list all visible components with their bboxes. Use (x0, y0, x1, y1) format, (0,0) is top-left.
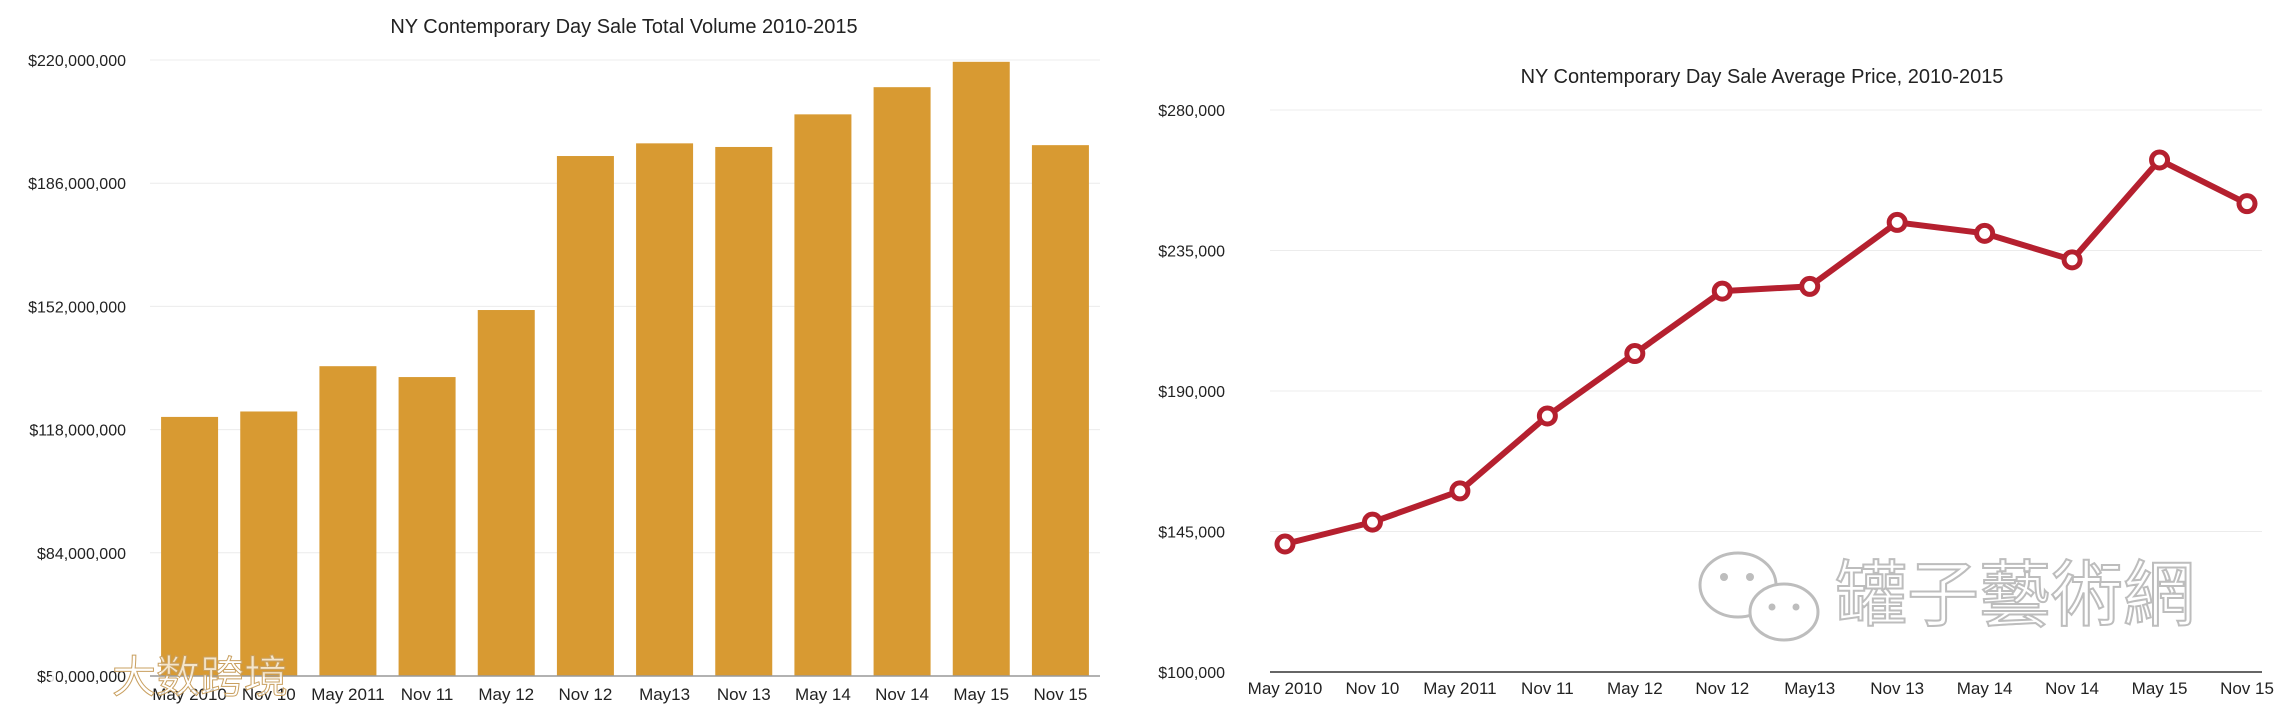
avg-price-point (1711, 280, 1733, 302)
avg-price-x-tick-label: Nov 15 (2220, 679, 2274, 698)
volume-x-tick-label: Nov 12 (558, 685, 612, 704)
avg-price-line-chart: NY Contemporary Day Sale Average Price, … (1158, 66, 2274, 698)
avg-price-point (1886, 211, 1908, 233)
avg-price-x-tick-label: May13 (1784, 679, 1835, 698)
volume-bar (715, 146, 773, 676)
avg-price-y-tick-labels: $100,000 $145,000 $190,000 $235,000 $280,000 (1158, 103, 1225, 682)
avg-price-point (1449, 480, 1471, 502)
volume-bar (556, 156, 614, 676)
avg-price-x-tick-label: Nov 12 (1695, 679, 1749, 698)
volume-x-tick-label: Nov 10 (242, 685, 296, 704)
avg-price-point (1799, 275, 1821, 297)
volume-x-tick-label: May 15 (953, 685, 1009, 704)
volume-y-tick-label: $118,000,000 (29, 423, 126, 440)
avg-price-x-tick-label: May 15 (2132, 679, 2188, 698)
watermark-right: 罐子藝術網 (1698, 551, 2196, 642)
avg-price-gridlines (1270, 109, 2262, 532)
avg-price-y-tick-label: $235,000 (1158, 244, 1225, 261)
volume-bar (477, 310, 535, 676)
volume-x-tick-label: May 2011 (311, 685, 384, 704)
avg-price-x-tick-label: Nov 10 (1346, 679, 1400, 698)
volume-x-tick-label: May 2010 (152, 685, 227, 704)
volume-bar (240, 411, 298, 676)
volume-y-tick-label: $50,000,000 (37, 669, 126, 686)
volume-bar (636, 143, 694, 676)
avg-price-point (1536, 405, 1558, 427)
avg-price-point (1274, 533, 1296, 555)
volume-bar (398, 377, 456, 676)
avg-price-point (2149, 149, 2171, 171)
avg-price-y-tick-label: $190,000 (1158, 384, 1225, 401)
volume-x-tick-label: May13 (639, 685, 690, 704)
avg-price-x-tick-label: Nov 11 (1521, 679, 1574, 698)
volume-y-tick-label: $152,000,000 (28, 299, 126, 316)
avg-price-points (1274, 149, 2258, 555)
volume-bar (319, 366, 377, 676)
avg-price-series-line (1282, 156, 2250, 547)
avg-price-y-tick-label: $145,000 (1158, 525, 1225, 542)
avg-price-y-tick-label: $280,000 (1158, 103, 1225, 120)
avg-price-x-tick-label: May 12 (1607, 679, 1663, 698)
wechat-logo-icon (1698, 551, 1820, 642)
avg-price-point (1974, 222, 1996, 244)
volume-bar (952, 61, 1010, 676)
volume-bar (794, 114, 852, 676)
avg-price-y-tick-label: $100,000 (1158, 665, 1225, 682)
avg-price-x-tick-labels: May 2010 Nov 10 May 2011 Nov 11 May 12 Nov 12… (1248, 679, 2274, 698)
volume-y-tick-labels: $50,000,000 $84,000,000 $118,000,000 $152,0… (28, 53, 126, 686)
watermark-right-text: 罐子藝術網 (1835, 553, 2195, 637)
volume-bar (1031, 145, 1089, 676)
avg-price-chart-title: NY Contemporary Day Sale Average Price, … (1521, 66, 2004, 88)
volume-x-tick-label: Nov 13 (717, 685, 771, 704)
avg-price-x-tick-label: Nov 13 (1870, 679, 1924, 698)
avg-price-x-tick-label: May 14 (1957, 679, 2013, 698)
volume-x-tick-label: Nov 14 (875, 685, 929, 704)
volume-y-tick-label: $220,000,000 (28, 53, 126, 70)
volume-x-tick-label: Nov 15 (1033, 685, 1087, 704)
volume-bar-chart: NY Contemporary Day Sale Total Volume 20… (28, 16, 1100, 704)
volume-bar (873, 87, 931, 677)
avg-price-point (1624, 343, 1646, 365)
watermark-left: 大数跨境 (20, 652, 289, 704)
volume-gridlines (150, 59, 1100, 554)
volume-bar (161, 416, 219, 676)
avg-price-point (1361, 511, 1383, 533)
volume-x-tick-label: May 14 (795, 685, 851, 704)
volume-x-tick-label: May 12 (478, 685, 534, 704)
watermark-left-text: 大数跨境 (112, 652, 288, 703)
avg-price-x-tick-label: Nov 14 (2045, 679, 2099, 698)
avg-price-x-tick-label: May 2011 (1423, 679, 1496, 698)
volume-bars (161, 61, 1089, 677)
volume-chart-title: NY Contemporary Day Sale Total Volume 20… (390, 16, 857, 38)
avg-price-point (2061, 249, 2083, 271)
watermark-logo-icon (20, 657, 56, 693)
volume-y-tick-label: $186,000,000 (28, 176, 126, 193)
volume-x-tick-label: Nov 11 (401, 685, 454, 704)
volume-x-tick-labels: May 2010 Nov 10 May 2011 Nov 11 May 12 Nov 12… (152, 685, 1087, 704)
avg-price-x-tick-label: May 2010 (1248, 679, 1323, 698)
volume-y-tick-label: $84,000,000 (37, 546, 126, 563)
avg-price-point (2236, 193, 2258, 215)
